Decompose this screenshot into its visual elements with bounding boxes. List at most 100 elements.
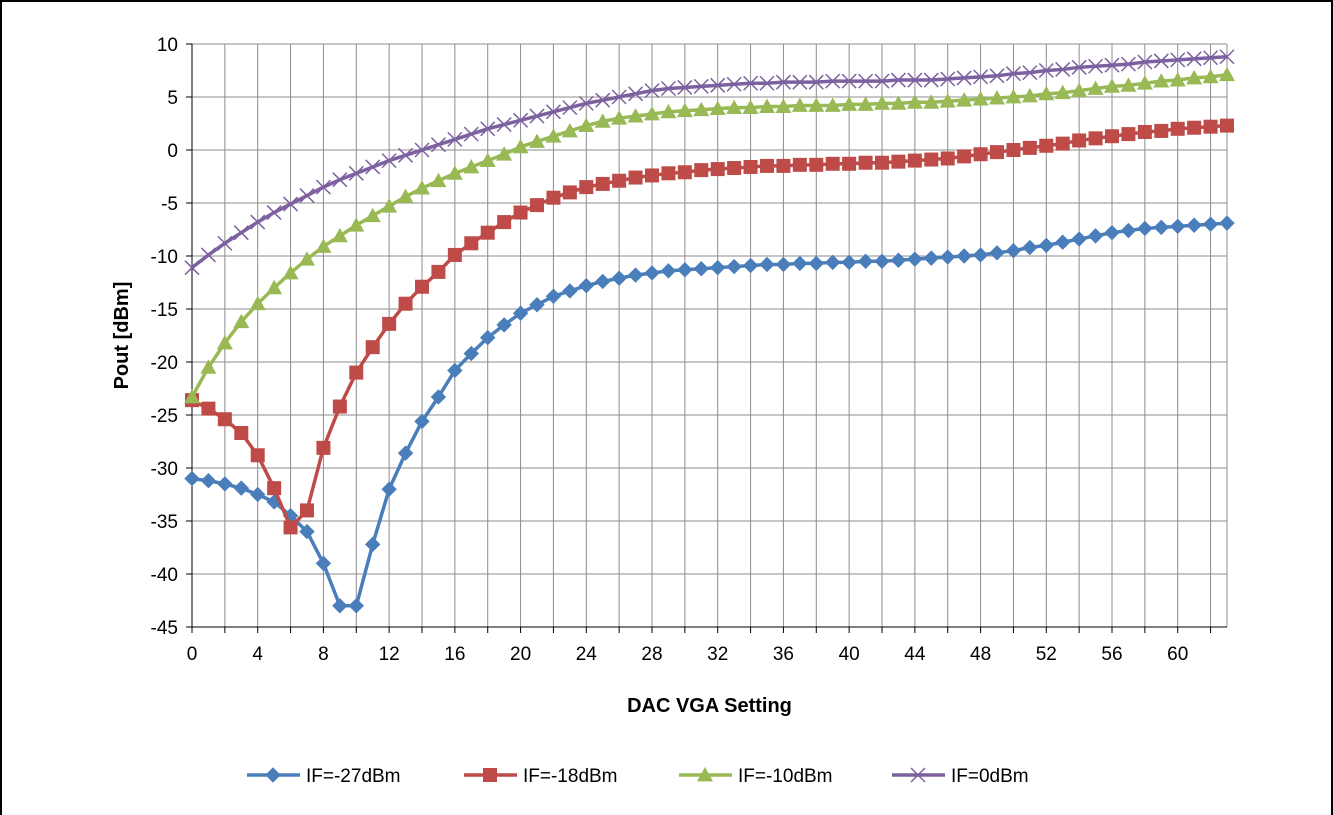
data-point — [200, 247, 216, 263]
data-point — [1154, 123, 1169, 138]
data-point — [940, 249, 956, 265]
data-point — [989, 68, 1005, 84]
data-point — [1203, 50, 1219, 66]
data-point — [250, 486, 266, 503]
data-point — [791, 97, 808, 112]
data-point — [184, 260, 200, 276]
data-point — [546, 190, 561, 205]
data-point — [315, 238, 332, 253]
y-tick-labels: 10 5 0 -5 -10 -15 -20 -25 -30 -35 -40 -45 — [151, 35, 178, 639]
data-point — [447, 131, 463, 147]
data-point — [858, 155, 873, 170]
data-point — [940, 151, 955, 166]
data-point — [1022, 140, 1037, 155]
data-point — [562, 283, 578, 299]
data-point — [594, 113, 611, 128]
data-point — [249, 295, 266, 311]
data-point — [1005, 66, 1021, 82]
data-point — [364, 207, 381, 223]
data-point — [858, 73, 874, 89]
data-point — [693, 78, 709, 94]
data-point — [415, 279, 429, 294]
data-point — [792, 157, 807, 172]
x-tick-label: 16 — [444, 644, 465, 665]
data-point — [381, 198, 398, 213]
legend-label: IF=-27dBm — [306, 766, 401, 787]
y-tick-label: -25 — [151, 406, 178, 427]
data-point — [628, 86, 644, 102]
data-point — [496, 317, 512, 333]
data-point — [496, 146, 513, 161]
data-point — [381, 153, 397, 169]
data-point — [644, 83, 660, 99]
data-point — [809, 157, 824, 172]
data-point — [1120, 222, 1137, 239]
data-point — [775, 98, 792, 113]
data-point — [463, 345, 479, 362]
data-point — [857, 253, 874, 270]
data-point — [595, 176, 610, 191]
data-point — [1186, 217, 1202, 233]
data-point — [234, 426, 249, 441]
data-point — [349, 365, 364, 380]
data-point — [398, 296, 413, 311]
data-point — [956, 92, 973, 107]
data-point — [530, 198, 544, 213]
data-point — [1203, 119, 1218, 134]
data-point — [266, 205, 282, 221]
data-point — [1137, 124, 1152, 139]
data-point — [874, 253, 890, 270]
series-if-0dbm — [184, 49, 1235, 276]
legend: IF=-27dBm IF=-18dBm IF=-10dBm IF=0dBm — [247, 766, 1029, 787]
data-point — [446, 165, 463, 180]
y-tick-label: -40 — [151, 565, 178, 586]
data-point — [430, 172, 447, 188]
data-point — [808, 74, 824, 90]
data-point — [464, 236, 479, 251]
data-point — [1071, 59, 1087, 75]
data-point — [414, 142, 430, 158]
data-point — [628, 170, 643, 185]
data-point — [447, 362, 463, 379]
data-point — [365, 159, 381, 175]
data-point — [775, 74, 791, 90]
data-point — [874, 95, 890, 110]
data-point — [1071, 82, 1088, 98]
data-point — [431, 264, 446, 279]
data-point — [808, 255, 824, 272]
data-point — [939, 93, 956, 108]
x-tick-label: 8 — [318, 644, 329, 665]
data-point — [1169, 72, 1186, 87]
data-point — [1104, 224, 1120, 241]
series-line — [191, 221, 1228, 608]
data-point — [200, 359, 217, 374]
axes — [186, 43, 1227, 633]
y-tick-label: -10 — [151, 247, 178, 268]
data-point — [332, 598, 348, 614]
x-tick-label: 12 — [379, 644, 400, 665]
data-point — [1087, 228, 1104, 244]
x-tick-label: 48 — [970, 644, 991, 665]
data-point — [479, 152, 496, 167]
data-point — [644, 265, 660, 281]
data-point — [1220, 118, 1234, 133]
legend-marker — [483, 768, 497, 782]
y-tick-label: 5 — [167, 88, 178, 109]
data-point — [250, 214, 266, 230]
data-point — [348, 165, 364, 181]
data-point — [299, 251, 315, 266]
data-point — [512, 138, 529, 154]
x-tick-label: 4 — [252, 644, 263, 665]
x-tick-label: 60 — [1167, 644, 1188, 665]
data-point — [611, 110, 628, 125]
series-group — [184, 49, 1235, 614]
data-point — [776, 158, 791, 173]
data-point — [742, 257, 759, 274]
data-point — [645, 168, 659, 183]
data-point — [512, 305, 529, 321]
data-point — [627, 108, 644, 123]
data-point — [956, 70, 972, 86]
data-point — [924, 152, 939, 167]
